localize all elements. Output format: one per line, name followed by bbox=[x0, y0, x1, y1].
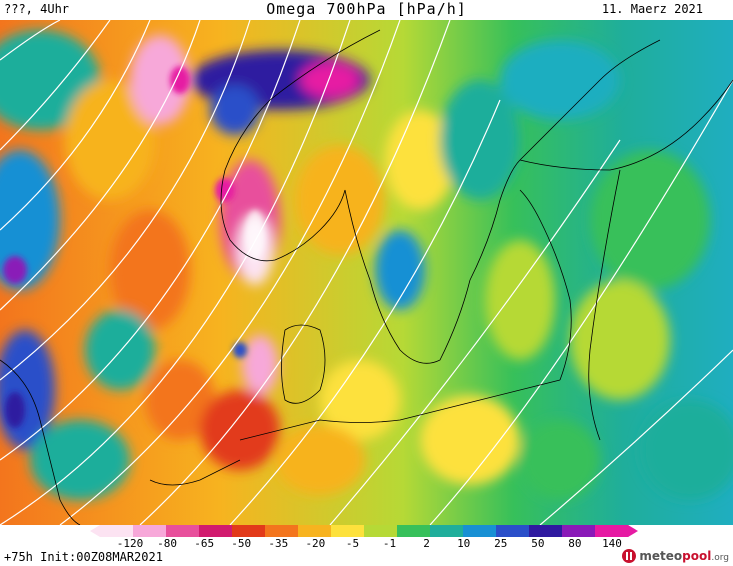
isobar-line bbox=[59, 20, 401, 525]
field-region bbox=[385, 110, 455, 210]
isobar-line bbox=[229, 99, 501, 525]
legend-swatch bbox=[595, 525, 629, 537]
legend-swatch bbox=[364, 525, 398, 537]
field-region bbox=[242, 335, 278, 395]
legend-swatch bbox=[331, 525, 365, 537]
map-title: Omega 700hPa [hPa/h] bbox=[266, 0, 467, 18]
bothnia-coast bbox=[519, 39, 661, 161]
field-region bbox=[110, 210, 190, 330]
legend-arrow-left bbox=[90, 525, 100, 537]
legend-swatch bbox=[463, 525, 497, 537]
field-core bbox=[233, 342, 247, 358]
field-region bbox=[640, 400, 733, 500]
isobar-line bbox=[539, 349, 733, 525]
legend-swatch bbox=[133, 525, 167, 537]
legend-tick-label: 140 bbox=[602, 537, 622, 550]
legend-swatch bbox=[265, 525, 299, 537]
legend-tick-label: 25 bbox=[494, 537, 508, 550]
legend-tick-label: 50 bbox=[531, 537, 545, 550]
legend-tick-label: -65 bbox=[194, 537, 215, 550]
isobars bbox=[0, 20, 733, 525]
legend-tick-labels: -120 -80 -65 -50 -35 -20 -5 -1 2 10 25 50 80 140 bbox=[0, 537, 733, 551]
legend-tick-label: -80 bbox=[157, 537, 177, 550]
legend-swatch bbox=[100, 525, 134, 537]
field-core bbox=[3, 256, 27, 284]
legend-tick-label: -1 bbox=[382, 537, 397, 550]
russia-border bbox=[588, 169, 621, 441]
color-legend bbox=[90, 525, 638, 537]
forecast-run-info: +75h Init:00Z08MAR2021 bbox=[4, 550, 163, 564]
field-region bbox=[375, 230, 425, 310]
header-bar: ???, 4Uhr Omega 700hPa [hPa/h] 11. Maerz… bbox=[0, 0, 733, 20]
coastlines bbox=[0, 29, 733, 525]
isobar-line bbox=[0, 20, 111, 151]
valid-day-hour: ???, 4Uhr bbox=[4, 2, 70, 16]
logo-suffix: .org bbox=[711, 553, 729, 563]
legend-swatch bbox=[430, 525, 464, 537]
field-core bbox=[170, 66, 190, 94]
legend-swatch bbox=[529, 525, 563, 537]
sweden-coast bbox=[344, 159, 521, 364]
legend-swatch bbox=[232, 525, 266, 537]
legend-swatch bbox=[496, 525, 530, 537]
isobar-line bbox=[0, 20, 251, 381]
legend-swatch bbox=[166, 525, 200, 537]
logo-name-pool: pool bbox=[682, 549, 712, 563]
isobar-line bbox=[329, 139, 621, 525]
isobar-line bbox=[0, 20, 151, 231]
field-region bbox=[200, 390, 280, 470]
netherlands-coast bbox=[149, 459, 241, 486]
field-region bbox=[65, 80, 155, 200]
baltic-states-coast bbox=[519, 189, 572, 381]
field-region bbox=[275, 425, 365, 495]
field-region bbox=[210, 85, 260, 135]
logo-name-meteo: meteo bbox=[639, 549, 683, 563]
legend-tick-label: 80 bbox=[568, 537, 582, 550]
omega-map bbox=[0, 20, 733, 525]
legend-tick-label: 2 bbox=[423, 537, 430, 550]
field-region bbox=[440, 80, 520, 200]
field-region bbox=[570, 280, 670, 400]
isobar-line bbox=[0, 20, 201, 311]
logo-text: meteopool.org bbox=[639, 549, 729, 563]
legend-swatch bbox=[199, 525, 233, 537]
legend-swatch bbox=[397, 525, 431, 537]
finland-coast bbox=[519, 79, 733, 171]
uk-coast bbox=[0, 359, 81, 525]
legend-tick-label: -35 bbox=[268, 537, 289, 550]
field-core bbox=[245, 210, 265, 260]
field-region bbox=[300, 62, 360, 98]
legend-arrow-right bbox=[628, 525, 638, 537]
field-region bbox=[295, 145, 385, 255]
legend-tick-label: -120 bbox=[116, 537, 144, 550]
legend-tick-label: -20 bbox=[305, 537, 326, 550]
legend-swatch bbox=[298, 525, 332, 537]
isobar-line bbox=[0, 20, 351, 525]
field-region bbox=[485, 240, 555, 360]
norway-coast bbox=[220, 29, 381, 262]
isobar-line bbox=[0, 20, 61, 61]
field-core bbox=[215, 178, 235, 202]
valid-date: 11. Maerz 2021 bbox=[601, 2, 703, 16]
legend-tick-label: -5 bbox=[345, 537, 360, 550]
field-region bbox=[500, 40, 620, 120]
field-core bbox=[5, 392, 25, 428]
legend-swatch bbox=[562, 525, 596, 537]
south-baltic-coast bbox=[239, 379, 561, 441]
isobar-line bbox=[429, 79, 733, 525]
isobar-line bbox=[139, 20, 451, 525]
legend-tick-label: 10 bbox=[457, 537, 471, 550]
logo-mark-icon bbox=[622, 549, 637, 563]
field-region bbox=[130, 35, 190, 125]
denmark-coast bbox=[281, 324, 326, 404]
field-region bbox=[520, 420, 600, 500]
field-region bbox=[420, 395, 520, 485]
legend-tick-label: -50 bbox=[231, 537, 252, 550]
field-region bbox=[320, 360, 400, 440]
omega-field-cores bbox=[3, 66, 265, 428]
meteopool-logo[interactable]: meteopool.org bbox=[622, 546, 729, 566]
